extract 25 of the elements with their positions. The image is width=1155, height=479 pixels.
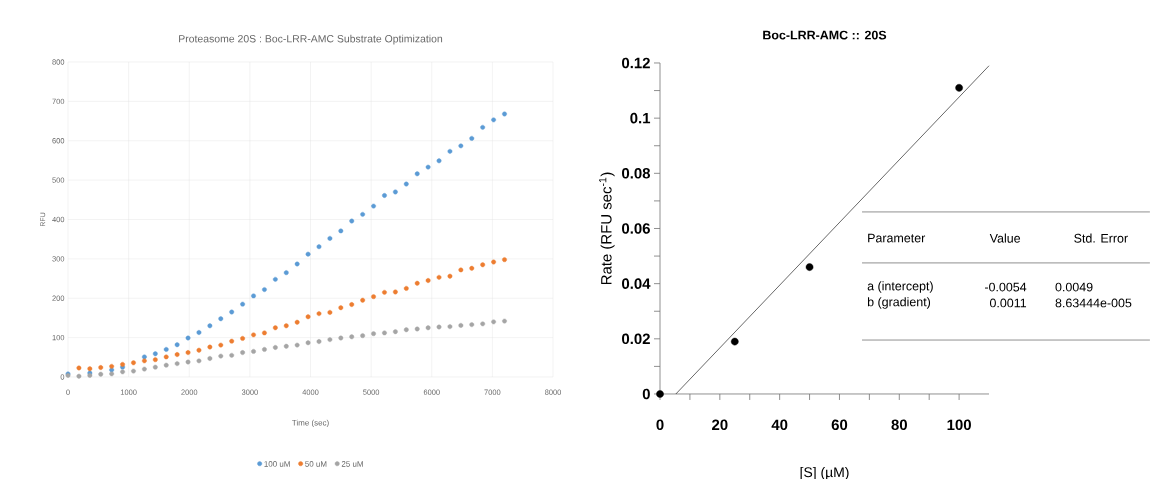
x-tick-label: 80 <box>891 419 907 431</box>
annotation: b (gradient) <box>867 297 931 309</box>
text: Std. Error <box>1074 233 1128 243</box>
y-tick-label: 0.12 <box>622 57 650 69</box>
chart-title: Proteasome 20S : Boc-LRR-AMC Substrate Optimization <box>179 34 443 45</box>
y-axis-title: Rate (RFU sec$^{-1}$) <box>599 172 615 285</box>
annotation: Parameter <box>868 233 926 243</box>
y-tick-label: 0.02 <box>622 333 650 345</box>
text: Value <box>989 233 1021 243</box>
y-tick-label: 0.08 <box>622 168 651 179</box>
x-tick-label: 0 <box>656 419 664 431</box>
annotation: a (intercept) <box>867 281 933 293</box>
x-tick-label: 60 <box>831 419 848 431</box>
x-tick-label: 20 <box>712 419 728 431</box>
x-axis-title: [S] (µM) <box>800 466 849 479</box>
x-tick-label: 100 <box>947 419 971 431</box>
y-tick-label: 0.1 <box>630 112 651 124</box>
y-tick-label: 0.04 <box>622 278 651 289</box>
text: 0.0049 <box>1055 282 1093 292</box>
chart-title: Boc-LRR-AMC :: 20S <box>763 30 887 40</box>
text: 8.63444e-005 <box>1055 298 1132 308</box>
annotation: -0.0054 <box>984 282 1027 292</box>
text: 0.0011 <box>989 298 1027 308</box>
y-tick-label: 0.06 <box>622 223 650 234</box>
x-tick-label: 40 <box>771 419 788 431</box>
